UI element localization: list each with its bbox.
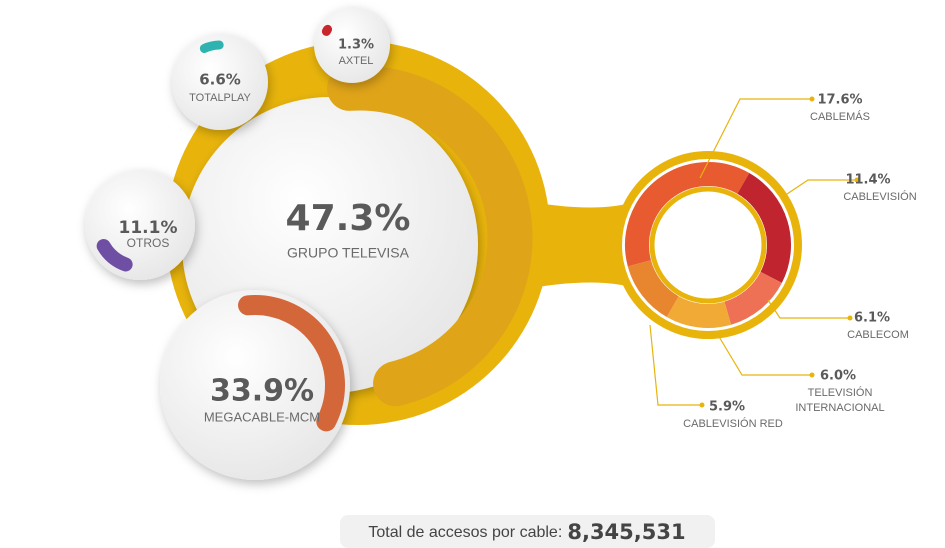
share-label: 6.1% [854, 311, 890, 326]
share-label: 33.9% [210, 374, 314, 409]
company-name: TOTALPLAY [189, 92, 251, 104]
donut-segment [666, 295, 732, 328]
share-arc [238, 295, 345, 432]
donut-hole [649, 186, 767, 304]
company-name: CABLEMÁS [810, 110, 870, 123]
leader-line [649, 324, 702, 406]
donut-segment [723, 271, 782, 325]
share-arc [199, 40, 224, 53]
company-name: OTROS [127, 236, 170, 250]
share-arc [96, 239, 133, 272]
company-name: GRUPO TELEVISA [287, 245, 410, 261]
company-name: CABLEVISIÓN RED [683, 417, 783, 430]
share-label: 5.9% [709, 400, 745, 415]
footer-box [340, 515, 715, 548]
leader-line [767, 299, 850, 319]
footer-label: Total de accesos por cable: [368, 524, 562, 541]
bubble [172, 34, 268, 130]
company-name: CABLEVISIÓN [843, 190, 916, 203]
share-label: 11.4% [845, 173, 890, 188]
leader-dot [854, 177, 860, 183]
connector [520, 200, 640, 290]
company-name: AXTEL [339, 55, 374, 67]
company-name: CABLECOM [847, 329, 909, 341]
donut-segment [627, 259, 680, 318]
leader-line [699, 98, 812, 179]
leader-dot [809, 372, 815, 378]
share-arc [321, 24, 333, 36]
share-label: 1.3% [338, 38, 374, 53]
footer-total: 8,345,531 [567, 520, 685, 544]
share-label: 47.3% [286, 198, 411, 239]
share-arc [327, 65, 533, 407]
leader-dot [809, 96, 815, 102]
share-label: 17.6% [817, 93, 862, 108]
bubble [160, 290, 350, 480]
company-name: MEGACABLE-MCM [204, 409, 320, 424]
name-line: TELEVISIÓN [808, 386, 873, 399]
footer: Total de accesos por cable: 8,345,531 [368, 520, 685, 544]
company-name: TELEVISIÓN INTERNACIONAL [795, 386, 884, 414]
leader-line [783, 179, 857, 197]
leader-dot [699, 402, 705, 408]
leader-line [717, 334, 812, 376]
leader-dot [847, 315, 853, 321]
share-label: 6.6% [199, 71, 241, 89]
bubble [314, 7, 390, 83]
donut-segment [736, 172, 791, 283]
share-label: 6.0% [820, 369, 856, 384]
donut-segment [625, 162, 750, 267]
share-label: 11.1% [119, 218, 178, 238]
name-line: INTERNACIONAL [795, 402, 884, 414]
